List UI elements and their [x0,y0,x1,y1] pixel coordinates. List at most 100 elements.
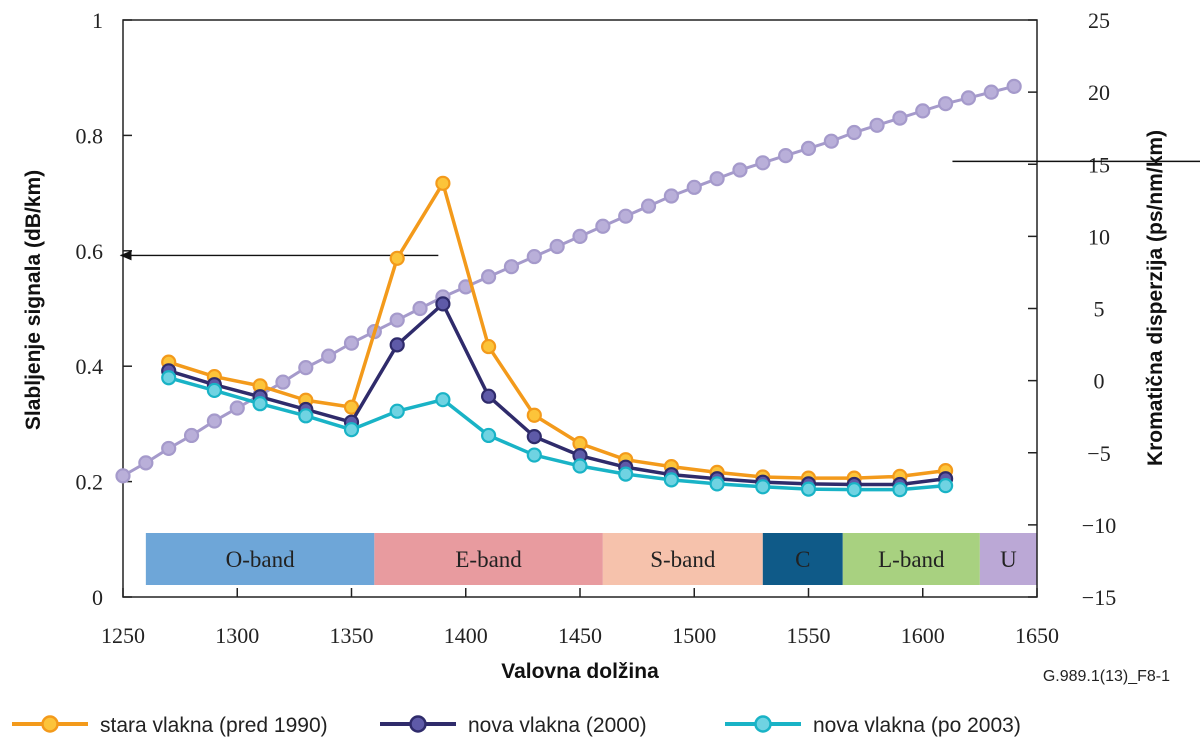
data-point [206,413,222,429]
data-point [389,337,405,353]
data-point [389,250,405,266]
data-point [481,338,497,355]
data-point [778,147,794,164]
x-tick-label: 1500 [672,623,716,648]
data-point [572,458,588,474]
data-point [138,455,154,471]
y-right-tick-label: 10 [1088,224,1110,249]
wavelength-bands: O-band E-band S-band C L-band U [145,533,1037,585]
data-point [343,335,360,351]
y-left-tick-label: 1 [92,8,103,33]
x-tick-label: 1600 [901,623,945,648]
legend: stara vlakna (pred 1990) nova vlakna (200… [12,714,1021,737]
data-point [412,300,428,317]
figure-reference-code: G.989.1(13)_F8-1 [1043,668,1170,685]
annotation-arrows [119,160,1200,261]
x-tick-label: 1400 [444,623,488,648]
data-point [640,198,657,214]
data-point [1006,78,1022,94]
legend-label: nova vlakna (po 2003) [813,714,1021,737]
data-point [915,103,931,119]
legend-label: nova vlakna (2000) [468,714,647,737]
plot-frame [122,19,1038,598]
data-point [869,117,885,133]
data-point [846,482,862,498]
legend-item: nova vlakna (po 2003) [725,714,1021,737]
data-point [937,96,954,112]
series-chromatic-dispersion [115,78,1022,484]
band-e-band [374,533,603,585]
data-point [206,382,222,399]
x-tick-label: 1350 [330,623,374,648]
series-line [168,181,946,480]
y-right-tick-label: 5 [1094,297,1105,322]
data-point [435,175,451,191]
data-point [343,399,360,415]
data-point [709,476,725,492]
y-right-tick-label: 15 [1088,152,1110,177]
data-point [161,440,177,457]
data-point [343,422,360,438]
series-attenuation-0 [161,175,954,486]
y-left-tick-label: 0.2 [76,470,104,495]
data-point [983,84,999,100]
series-line [122,84,1015,478]
data-point [755,155,771,171]
data-point [252,396,268,412]
data-point [800,140,817,156]
data-point [846,124,862,141]
band-s-band [602,533,763,585]
data-series [115,78,1022,498]
y-right-tick-label: −5 [1087,441,1110,466]
data-point [229,400,245,416]
series-line [168,302,946,487]
y-right-axis-title: Kromatična disperzija (ps/nm/km) [1144,130,1167,466]
axis-ticks: 1250 1300 1350 1400 1450 1500 1550 1600 165000.2… [76,8,1117,648]
data-point [800,481,817,497]
data-point [298,360,314,376]
data-point [526,407,542,423]
data-point [389,403,405,419]
x-axis-title: Valovna dolžina [501,660,659,683]
y-right-tick-label: 25 [1088,8,1110,33]
data-point [526,428,542,445]
data-point [663,472,680,488]
y-right-tick-label: 20 [1088,80,1110,105]
data-point [526,248,542,265]
legend-item: nova vlakna (2000) [380,714,647,737]
data-point [732,162,748,178]
band-label: S-band [650,547,716,572]
data-point [823,133,839,149]
band-label: E-band [455,547,522,572]
x-tick-label: 1250 [101,623,145,648]
data-point [595,218,611,234]
legend-label: stara vlakna (pred 1990) [100,714,328,737]
data-point [275,374,291,390]
data-point [892,110,908,126]
y-left-tick-label: 0.4 [76,354,104,379]
band-u [979,533,1037,585]
data-point [526,447,542,463]
data-point [892,482,908,498]
data-point [161,370,177,386]
data-point [481,427,497,444]
band-o-band [145,533,375,585]
y-left-tick-label: 0.6 [76,239,104,264]
data-point [709,171,725,187]
data-point [686,179,702,195]
series-attenuation-2 [161,370,954,498]
y-left-axis-title: Slabljenje signala (dB/km) [22,170,45,430]
data-point [618,466,634,482]
data-point [618,208,634,224]
y-right-tick-label: −10 [1082,513,1116,538]
data-point [115,468,131,484]
band-label: C [795,547,810,572]
y-right-tick-label: −15 [1082,585,1116,610]
data-point [183,427,200,444]
data-point [937,478,954,494]
data-point [298,408,314,424]
legend-item: stara vlakna (pred 1990) [12,714,328,737]
x-tick-label: 1550 [787,623,831,648]
data-point [549,238,565,255]
